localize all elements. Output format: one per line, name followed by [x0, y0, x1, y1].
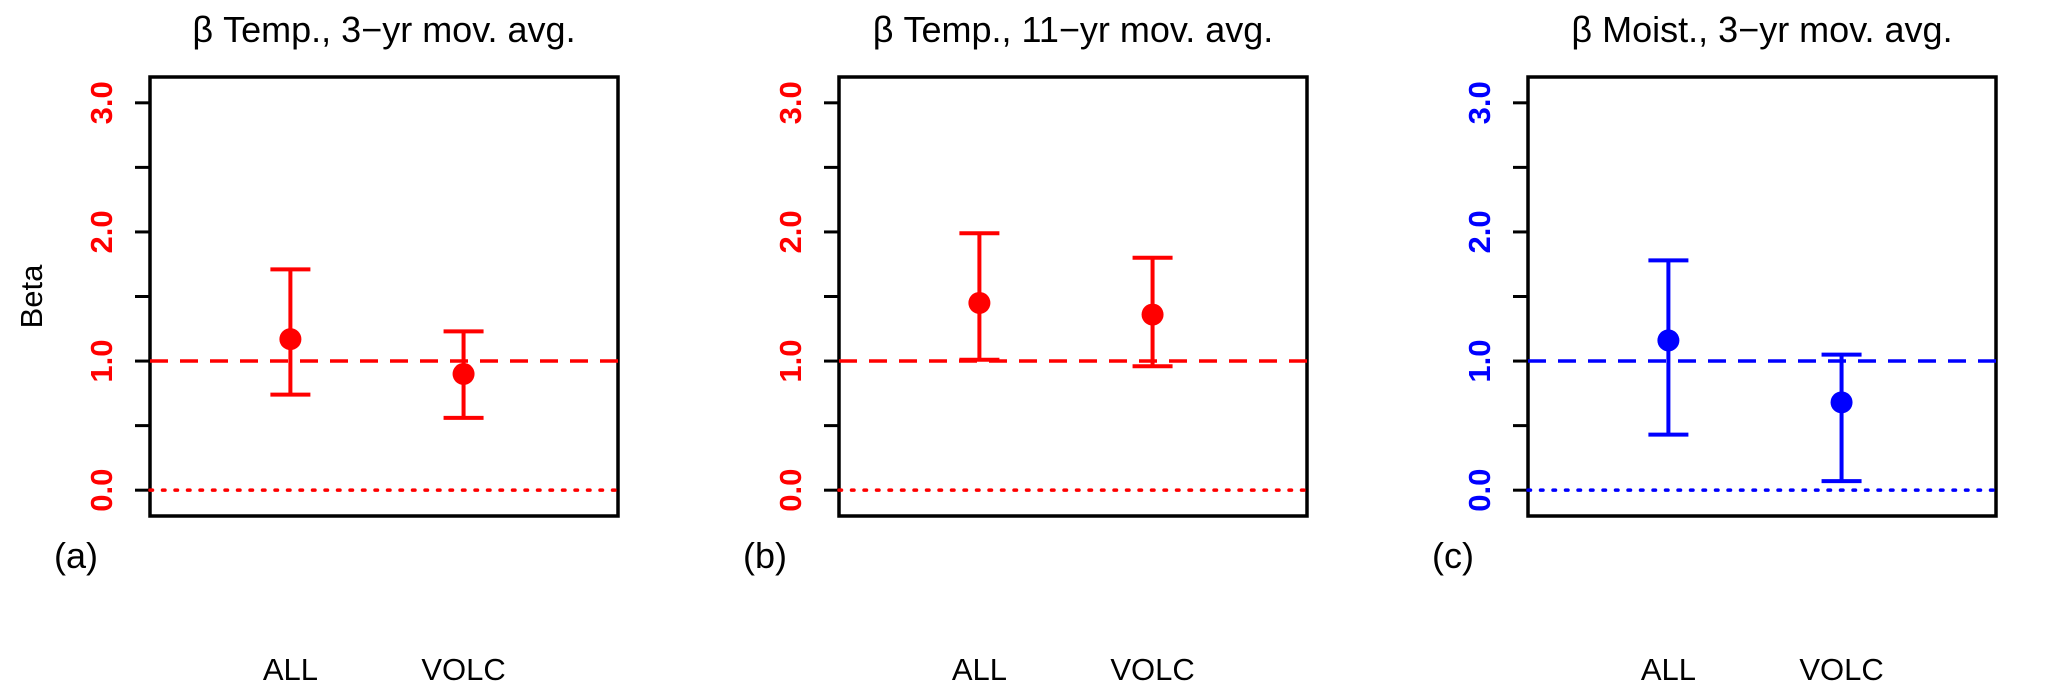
- point-volc: [1141, 303, 1164, 326]
- y-tick-label: 0.0: [773, 469, 808, 512]
- x-category-label-all: ALL: [952, 652, 1007, 687]
- panel-title: β Temp., 3−yr mov. avg.: [192, 9, 575, 50]
- x-category-label-volc: VOLC: [421, 652, 505, 687]
- panel-chart-b: β Temp., 11−yr mov. avg. 0.0 1.0 2.0 3.0 ALL V…: [743, 9, 1309, 687]
- point-all: [279, 328, 302, 351]
- y-tick-label: 2.0: [1462, 210, 1497, 253]
- panel-chart-a: β Temp., 3−yr mov. avg. 0.0 1.0 2.0 3.0 Beta A…: [14, 9, 620, 687]
- y-tick-label: 3.0: [1462, 81, 1497, 124]
- y-axis-label: Beta: [14, 264, 49, 329]
- y-tick-label: 0.0: [84, 469, 119, 512]
- panel-letter: (c): [1432, 535, 1474, 576]
- panel-title: β Temp., 11−yr mov. avg.: [873, 9, 1274, 50]
- x-category-label-all: ALL: [263, 652, 318, 687]
- x-category-label-all: ALL: [1641, 652, 1696, 687]
- point-volc: [1830, 391, 1853, 414]
- plot-box: [1526, 75, 1998, 518]
- point-all: [1657, 329, 1680, 352]
- panel-a: β Temp., 3−yr mov. avg. 0.0 1.0 2.0 3.0 Beta A…: [0, 0, 689, 690]
- panel-title: β Moist., 3−yr mov. avg.: [1571, 9, 1952, 50]
- point-volc: [452, 362, 475, 385]
- y-tick-label: 0.0: [1462, 469, 1497, 512]
- y-tick-label: 1.0: [84, 340, 119, 383]
- x-category-label-volc: VOLC: [1110, 652, 1194, 687]
- y-tick-label: 3.0: [773, 81, 808, 124]
- x-category-label-volc: VOLC: [1799, 652, 1883, 687]
- plot-box: [148, 75, 620, 518]
- panel-b: β Temp., 11−yr mov. avg. 0.0 1.0 2.0 3.0 ALL V…: [689, 0, 1378, 690]
- point-all: [968, 291, 991, 314]
- y-tick-label: 2.0: [773, 210, 808, 253]
- y-tick-label: 3.0: [84, 81, 119, 124]
- panel-chart-c: β Moist., 3−yr mov. avg. 0.0 1.0 2.0 3.0 ALL V…: [1432, 9, 1998, 687]
- plot-box: [837, 75, 1309, 518]
- y-tick-label: 1.0: [1462, 340, 1497, 383]
- panel-letter: (b): [743, 535, 787, 576]
- panel-c: β Moist., 3−yr mov. avg. 0.0 1.0 2.0 3.0 ALL V…: [1378, 0, 2067, 690]
- panel-letter: (a): [54, 535, 98, 576]
- y-tick-label: 1.0: [773, 340, 808, 383]
- y-tick-label: 2.0: [84, 210, 119, 253]
